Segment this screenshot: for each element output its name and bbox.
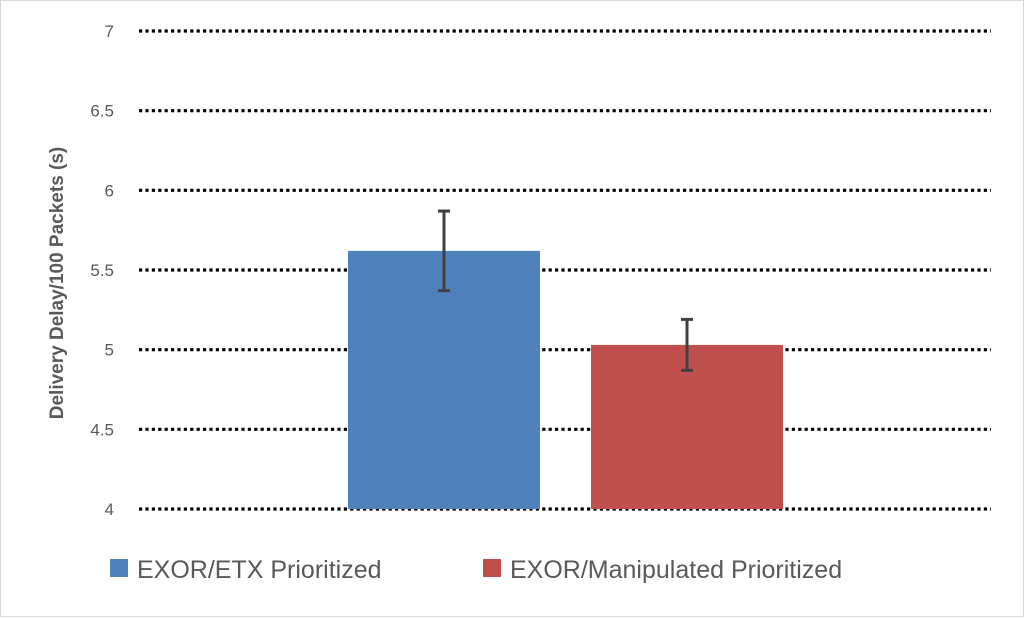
legend-item-1: EXOR/ETX Prioritized bbox=[110, 556, 382, 584]
bar-1 bbox=[348, 250, 540, 509]
gridlines bbox=[139, 29, 991, 511]
y-tick-label: 6 bbox=[105, 181, 114, 200]
y-tick-label: 6.5 bbox=[90, 102, 114, 121]
y-axis-ticks: 4 4.5 5 5.5 6 6.5 7 bbox=[90, 22, 114, 519]
y-axis-title: Delivery Delay/100 Packets (s) bbox=[47, 147, 68, 420]
error-bar-2 bbox=[681, 317, 693, 372]
error-bars bbox=[438, 209, 693, 372]
bar-2 bbox=[591, 344, 783, 509]
error-bar-1 bbox=[438, 209, 450, 293]
y-tick-label: 4 bbox=[105, 500, 114, 519]
legend-label: EXOR/ETX Prioritized bbox=[137, 556, 382, 584]
legend-swatch bbox=[483, 559, 501, 577]
y-tick-label: 5.5 bbox=[90, 261, 114, 280]
y-tick-label: 5 bbox=[105, 341, 114, 360]
y-tick-label: 7 bbox=[105, 22, 114, 41]
legend-item-2: EXOR/Manipulated Prioritized bbox=[483, 556, 842, 584]
legend-swatch bbox=[110, 559, 128, 577]
legend-label: EXOR/Manipulated Prioritized bbox=[510, 556, 842, 584]
bars bbox=[348, 250, 783, 509]
legend: EXOR/ETX Prioritized EXOR/Manipulated Pri… bbox=[110, 556, 842, 584]
y-tick-label: 4.5 bbox=[90, 420, 114, 439]
